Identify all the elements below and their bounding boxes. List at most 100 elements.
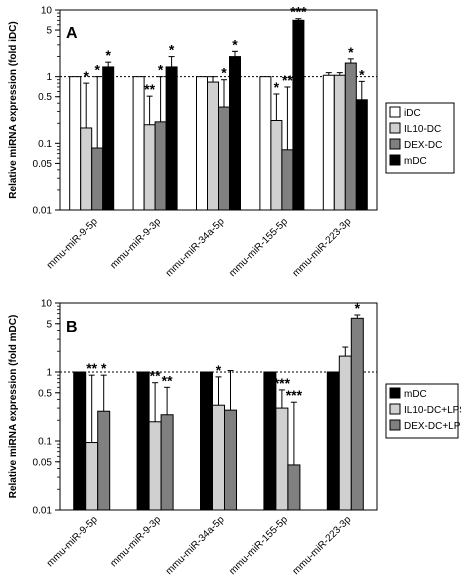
bar [212, 404, 225, 511]
category-label: mmu-miR-34a-5p [164, 216, 227, 279]
y-tick-label: 0.1 [38, 139, 52, 150]
bar [322, 74, 335, 211]
category-label: mmu-miR-9-5p [45, 514, 100, 569]
significance-mark: * [232, 36, 238, 52]
y-tick-label: 1 [46, 368, 52, 379]
significance-mark: ** [150, 368, 161, 384]
category-label: mmu-miR-9-5p [45, 216, 100, 271]
significance-mark: ** [282, 72, 293, 88]
bar [259, 76, 272, 211]
category-label: mmu-miR-223-3p [291, 514, 354, 577]
category-label: mmu-miR-9-3p [108, 514, 163, 569]
bar [97, 410, 111, 511]
y-tick-label: 0.5 [38, 92, 52, 103]
category-label: mmu-miR-223-3p [291, 216, 354, 279]
bar [196, 76, 208, 211]
category-label: mmu-miR-155-5p [227, 216, 290, 279]
significance-mark: * [101, 360, 107, 376]
bar [143, 124, 156, 211]
significance-mark: * [105, 47, 111, 63]
category-label: mmu-miR-34a-5p [164, 514, 227, 577]
panel-a: 0.01 0.05 0.1 0.5 1 5 10 Relative miRNA express… [8, 4, 455, 279]
bar [350, 317, 364, 511]
legend-label: iDC [404, 108, 421, 119]
significance-mark: * [274, 79, 280, 95]
y-tick-label: 5 [46, 319, 52, 330]
bar [355, 99, 368, 211]
legend-swatch [389, 122, 401, 134]
category-label: mmu-miR-155-5p [227, 514, 290, 577]
bar [165, 66, 178, 211]
legend-label: IL10-DC [404, 124, 441, 135]
bar [207, 81, 219, 211]
significance-mark: * [221, 65, 227, 81]
bar [281, 149, 294, 211]
bar [154, 121, 167, 211]
y-tick-label: 10 [41, 299, 53, 310]
significance-mark: ** [86, 360, 97, 376]
legend: mDC IL10-DC+LPS DEX-DC+LPS [385, 383, 461, 439]
legend: iDC IL10-DC DEX-DC mDC [385, 102, 455, 174]
legend-label: mDC [404, 389, 427, 400]
bar [270, 120, 283, 211]
bar [148, 421, 162, 511]
bar [69, 76, 82, 211]
significance-mark: ** [162, 372, 173, 388]
legend-label: DEX-DC [404, 140, 442, 151]
y-tick-label: 10 [41, 6, 53, 17]
significance-mark: *** [290, 4, 307, 20]
bar [160, 414, 174, 511]
bar [80, 127, 93, 211]
y-tick-label: 0.01 [33, 506, 53, 517]
y-tick-label: 0.01 [33, 206, 53, 217]
bar [85, 442, 99, 511]
bar [287, 464, 301, 511]
bar [326, 371, 340, 511]
y-tick-label: 0.05 [33, 457, 53, 468]
significance-mark: * [83, 68, 89, 84]
bar [91, 147, 104, 211]
significance-mark: ** [144, 81, 155, 97]
legend-swatch [389, 387, 401, 399]
legend-swatch [389, 154, 401, 166]
bar [132, 76, 145, 211]
bar [102, 66, 115, 211]
bar [275, 407, 289, 511]
bar [292, 19, 305, 211]
significance-mark: * [355, 300, 361, 316]
significance-mark: *** [286, 387, 303, 403]
legend-swatch [389, 106, 401, 118]
significance-mark: * [169, 42, 175, 58]
significance-mark: * [216, 362, 222, 378]
significance-mark: * [359, 66, 365, 82]
significance-mark: * [94, 62, 100, 78]
significance-mark: * [158, 62, 164, 78]
panel-letter: A [66, 25, 78, 42]
y-tick-label: 0.1 [38, 437, 52, 448]
legend-swatch [389, 403, 401, 415]
legend-swatch [389, 138, 401, 150]
bar [218, 106, 230, 211]
category-label: mmu-miR-9-3p [108, 216, 163, 271]
y-axis-title: Relative miRNA expression (fold mDC) [8, 315, 19, 499]
bar [200, 371, 213, 511]
panel-letter: B [66, 319, 78, 336]
legend-swatch [389, 419, 401, 431]
legend-label: DEX-DC+LPS [404, 421, 461, 432]
bar [229, 56, 241, 211]
y-tick-label: 1 [46, 72, 52, 83]
legend-label: mDC [404, 156, 427, 167]
bar [224, 409, 237, 511]
bar [73, 371, 87, 511]
bar [333, 74, 346, 211]
bar [136, 371, 150, 511]
bar [338, 355, 352, 511]
y-axis-title: Relative miRNA expression (fold iDC) [8, 21, 19, 198]
significance-mark: * [348, 44, 354, 60]
panel-b: 0.01 0.05 0.1 0.5 1 5 10 Relative miRNA express… [8, 299, 461, 578]
legend-label: IL10-DC+LPS [404, 405, 461, 416]
y-tick-label: 0.05 [33, 159, 53, 170]
bar [344, 62, 357, 211]
significance-mark: *** [274, 375, 291, 391]
